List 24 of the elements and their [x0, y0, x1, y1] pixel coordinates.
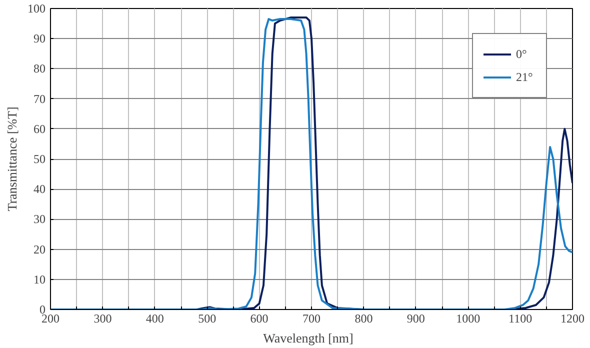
y-tick-label: 80 — [34, 62, 46, 76]
x-axis-title: Wavelength [nm] — [263, 330, 354, 346]
legend-label: 21° — [516, 70, 534, 84]
x-tick-label: 1100 — [508, 312, 532, 326]
y-tick-label: 20 — [34, 242, 46, 256]
x-tick-label: 600 — [250, 312, 268, 326]
x-tick-label: 300 — [94, 312, 112, 326]
y-tick-label: 70 — [34, 92, 46, 106]
y-tick-label: 40 — [34, 182, 46, 196]
x-tick-label: 900 — [406, 312, 425, 326]
x-tick-label: 800 — [354, 312, 373, 326]
y-tick-label: 90 — [34, 32, 46, 46]
y-tick-label: 10 — [34, 272, 46, 286]
legend-label: 0° — [516, 46, 528, 62]
x-tick-label: 500 — [198, 312, 216, 326]
x-tick-label: 400 — [146, 312, 164, 326]
y-tick-label: 30 — [34, 212, 46, 226]
x-tick-label: 1200 — [560, 312, 584, 326]
y-tick-label: 100 — [28, 2, 46, 16]
x-tick-label: 1000 — [456, 312, 480, 326]
y-tick-label: 50 — [34, 152, 46, 166]
x-tick-label: 700 — [302, 312, 320, 326]
y-axis-title: Transmittance [%T] — [4, 106, 20, 212]
y-tick-label: 60 — [34, 122, 46, 136]
